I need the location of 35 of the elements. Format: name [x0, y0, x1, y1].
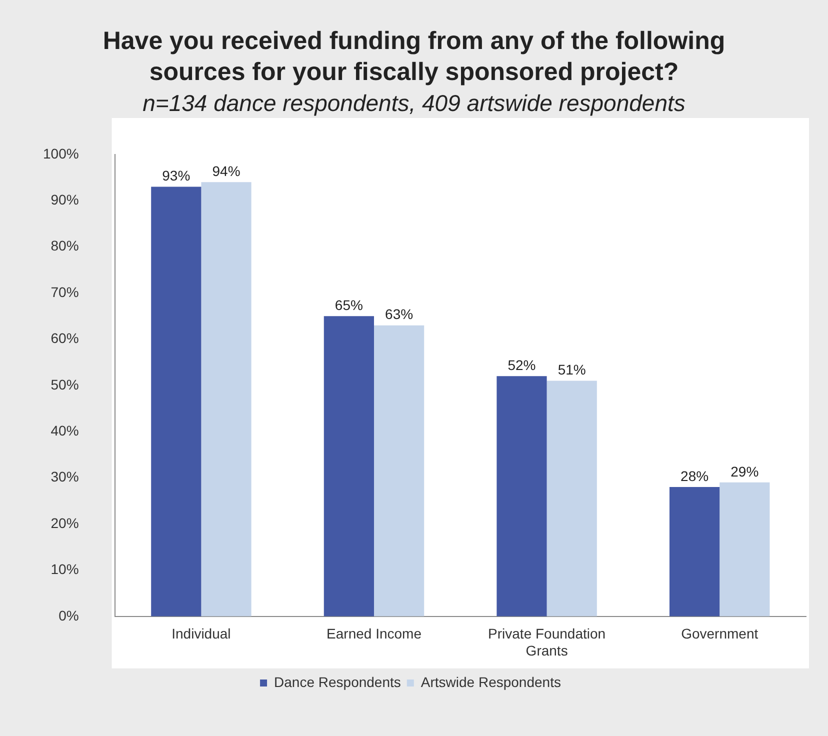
bar — [201, 182, 252, 616]
legend-label: Dance Respondents — [274, 674, 401, 690]
y-tick-label: 90% — [50, 191, 79, 208]
chart-subtitle: n=134 dance respondents, 409 artswide respondents — [142, 89, 686, 118]
y-tick-label: 100% — [42, 145, 79, 162]
legend-label: Artswide Respondents — [420, 674, 561, 690]
y-tick-label: 10% — [50, 561, 79, 578]
y-tick-label: 50% — [50, 376, 79, 392]
bar — [374, 325, 424, 616]
bar — [669, 487, 720, 616]
chart-title: Have you received funding from any of the following sources for your fiscally sponsored project? — [102, 26, 726, 88]
data-label: 93% — [162, 168, 190, 184]
data-label: 94% — [212, 162, 240, 179]
y-tick-label: 60% — [50, 330, 79, 346]
data-label: 29% — [730, 463, 759, 480]
data-label: 52% — [508, 357, 536, 374]
y-tick-label: 70% — [50, 284, 79, 300]
data-label: 65% — [334, 296, 363, 313]
bar — [324, 316, 374, 616]
x-tick-label: Private Foundation Grants — [488, 626, 606, 658]
y-tick-label: 0% — [58, 607, 79, 624]
x-tick-label: Earned Income — [326, 626, 422, 642]
x-tick-label: Government — [681, 626, 758, 642]
x-tick-label: Individual — [172, 626, 231, 642]
y-tick-label: 30% — [50, 468, 79, 485]
y-tick-label: 80% — [50, 238, 79, 254]
data-label: 63% — [385, 306, 414, 322]
y-tick-label: 20% — [50, 514, 79, 531]
bar — [720, 482, 770, 616]
bar — [546, 380, 597, 616]
bar — [151, 186, 202, 616]
bar — [496, 376, 547, 616]
y-tick-label: 40% — [50, 422, 79, 438]
data-label: 28% — [680, 468, 709, 484]
data-label: 51% — [558, 362, 586, 378]
